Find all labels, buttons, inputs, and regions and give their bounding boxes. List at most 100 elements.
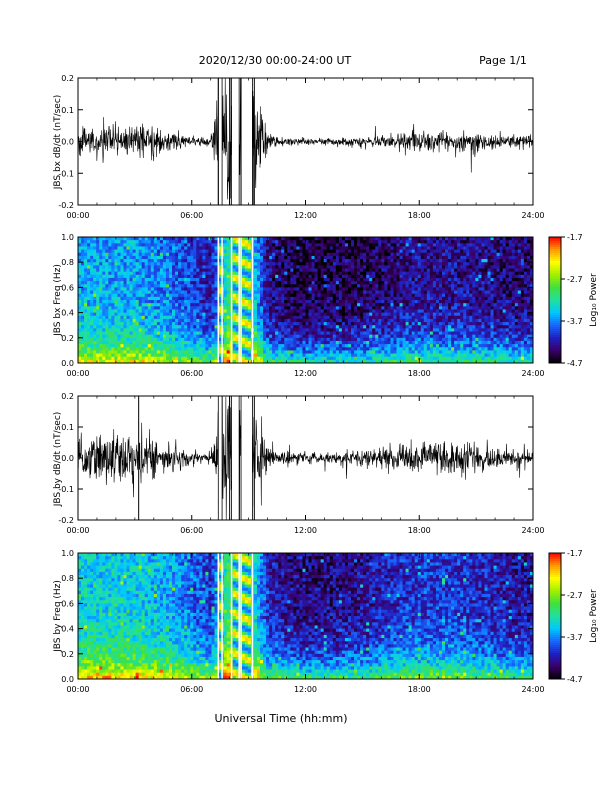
spectrogram-cell <box>287 249 291 254</box>
spectrogram-cell <box>296 322 300 326</box>
spectrogram-cell <box>314 271 319 276</box>
spectrogram-cell <box>199 359 203 364</box>
spectrogram-cell <box>326 268 331 273</box>
spectrogram-cell <box>266 262 270 266</box>
spectrogram-cell <box>269 252 273 257</box>
spectrogram-cell <box>165 240 170 244</box>
spectrogram-cell <box>445 255 449 260</box>
spectrogram-cell <box>78 353 82 358</box>
spectrogram-cell <box>178 331 182 336</box>
spectrogram-cell <box>178 271 182 276</box>
spectrogram-cell <box>226 271 231 276</box>
spectrogram-cell <box>256 274 261 279</box>
spectrogram-cell <box>165 237 170 241</box>
spectrogram-cell <box>329 331 334 336</box>
spectrogram-cell <box>102 243 106 247</box>
spectrogram-cell <box>329 246 334 250</box>
spectrogram-cell <box>169 312 173 317</box>
spectrogram-cell <box>329 340 334 345</box>
spectrogram-cell <box>442 344 446 348</box>
spectrogram-cell <box>381 262 385 266</box>
spectrogram-cell <box>435 277 440 282</box>
spectrogram-cell <box>341 252 346 257</box>
spectrogram-cell <box>144 259 149 263</box>
spectrogram-cell <box>275 347 279 351</box>
spectrogram-cell <box>442 240 446 244</box>
spectrogram-cell <box>432 306 437 310</box>
spectrogram-cell <box>87 249 91 254</box>
bx-waveform-y-ticks: 0.20.10.0-0.1-0.2 <box>58 74 533 210</box>
spectrogram-cell <box>442 350 446 354</box>
spectrogram-cell <box>351 259 355 263</box>
spectrogram-cell <box>266 306 270 310</box>
spectrogram-cell <box>235 277 240 282</box>
spectrogram-cell <box>284 347 288 351</box>
spectrogram-cell <box>117 296 121 301</box>
spectrogram-cell <box>393 309 397 313</box>
spectrogram-cell <box>332 306 337 310</box>
spectrogram-cell <box>335 287 340 291</box>
spectrogram-cell <box>165 356 170 361</box>
spectrogram-cell <box>341 331 346 336</box>
spectrogram-cell <box>99 312 103 317</box>
spectrogram-cell <box>153 325 158 329</box>
spectrogram-cell <box>354 259 358 263</box>
spectrogram-cell <box>117 293 121 298</box>
spectrogram-cell <box>90 284 94 288</box>
spectrogram-cell <box>256 325 261 329</box>
spectrogram-cell <box>214 350 218 354</box>
spectrogram-cell <box>357 249 361 254</box>
spectrogram-cell <box>87 318 91 323</box>
spectrogram-cell <box>411 318 416 323</box>
spectrogram-cell <box>287 325 291 329</box>
spectrogram-cell <box>378 325 382 329</box>
spectrogram-cell <box>199 274 203 279</box>
spectrogram-cell <box>372 255 376 260</box>
spectrogram-cell <box>269 237 273 241</box>
spectrogram-cell <box>81 259 85 263</box>
spectrogram-cell <box>81 353 85 358</box>
spectrogram-cell <box>150 312 155 317</box>
spectrogram-cell <box>217 255 221 260</box>
spectrogram-cell <box>360 265 364 269</box>
spectrogram-cell <box>235 265 240 269</box>
spectrogram-cell <box>299 246 303 250</box>
spectrogram-cell <box>266 296 270 301</box>
spectrogram-cell <box>296 268 300 273</box>
spectrogram-cell <box>169 287 173 291</box>
spectrogram-cell <box>311 255 315 260</box>
spectrogram-cell <box>423 296 428 301</box>
spectrogram-cell <box>278 340 282 345</box>
bx-spectrogram-panel: 1.00.80.60.40.20.0 00:00 06:00 12:00 18:00 2… <box>53 233 545 378</box>
spectrogram-cell <box>232 318 237 323</box>
spectrogram-cell <box>445 359 449 364</box>
spectrogram-cell <box>387 312 391 317</box>
spectrogram-cell <box>357 252 361 257</box>
spectrogram-cell <box>293 268 297 273</box>
spectrogram-cell <box>311 309 315 313</box>
spectrogram-cell <box>253 340 258 345</box>
spectrogram-cell <box>241 315 246 320</box>
spectrogram-cell <box>384 271 388 276</box>
spectrogram-cell <box>302 312 306 317</box>
spectrogram-cell <box>244 315 249 320</box>
spectrogram-cell <box>108 325 112 329</box>
spectrogram-cell <box>205 249 209 254</box>
spectrogram-cell <box>399 318 403 323</box>
spectrogram-cell <box>317 337 322 342</box>
spectrogram-cell <box>99 240 103 244</box>
spectrogram-cell <box>102 287 106 291</box>
spectrogram-cell <box>417 312 422 317</box>
spectrogram-cell <box>299 268 303 273</box>
spectrogram-cell <box>202 287 206 291</box>
spectrogram-cell <box>235 296 240 301</box>
spectrogram-cell <box>299 306 303 310</box>
spectrogram-cell <box>120 262 124 266</box>
spectrogram-cell <box>135 252 140 257</box>
spectrogram-cell <box>123 331 127 336</box>
spectrogram-cell <box>332 271 337 276</box>
spectrogram-cell <box>320 249 325 254</box>
spectrogram-cell <box>445 347 449 351</box>
spectrogram-cell <box>187 328 191 332</box>
spectrogram-cell <box>408 315 413 320</box>
